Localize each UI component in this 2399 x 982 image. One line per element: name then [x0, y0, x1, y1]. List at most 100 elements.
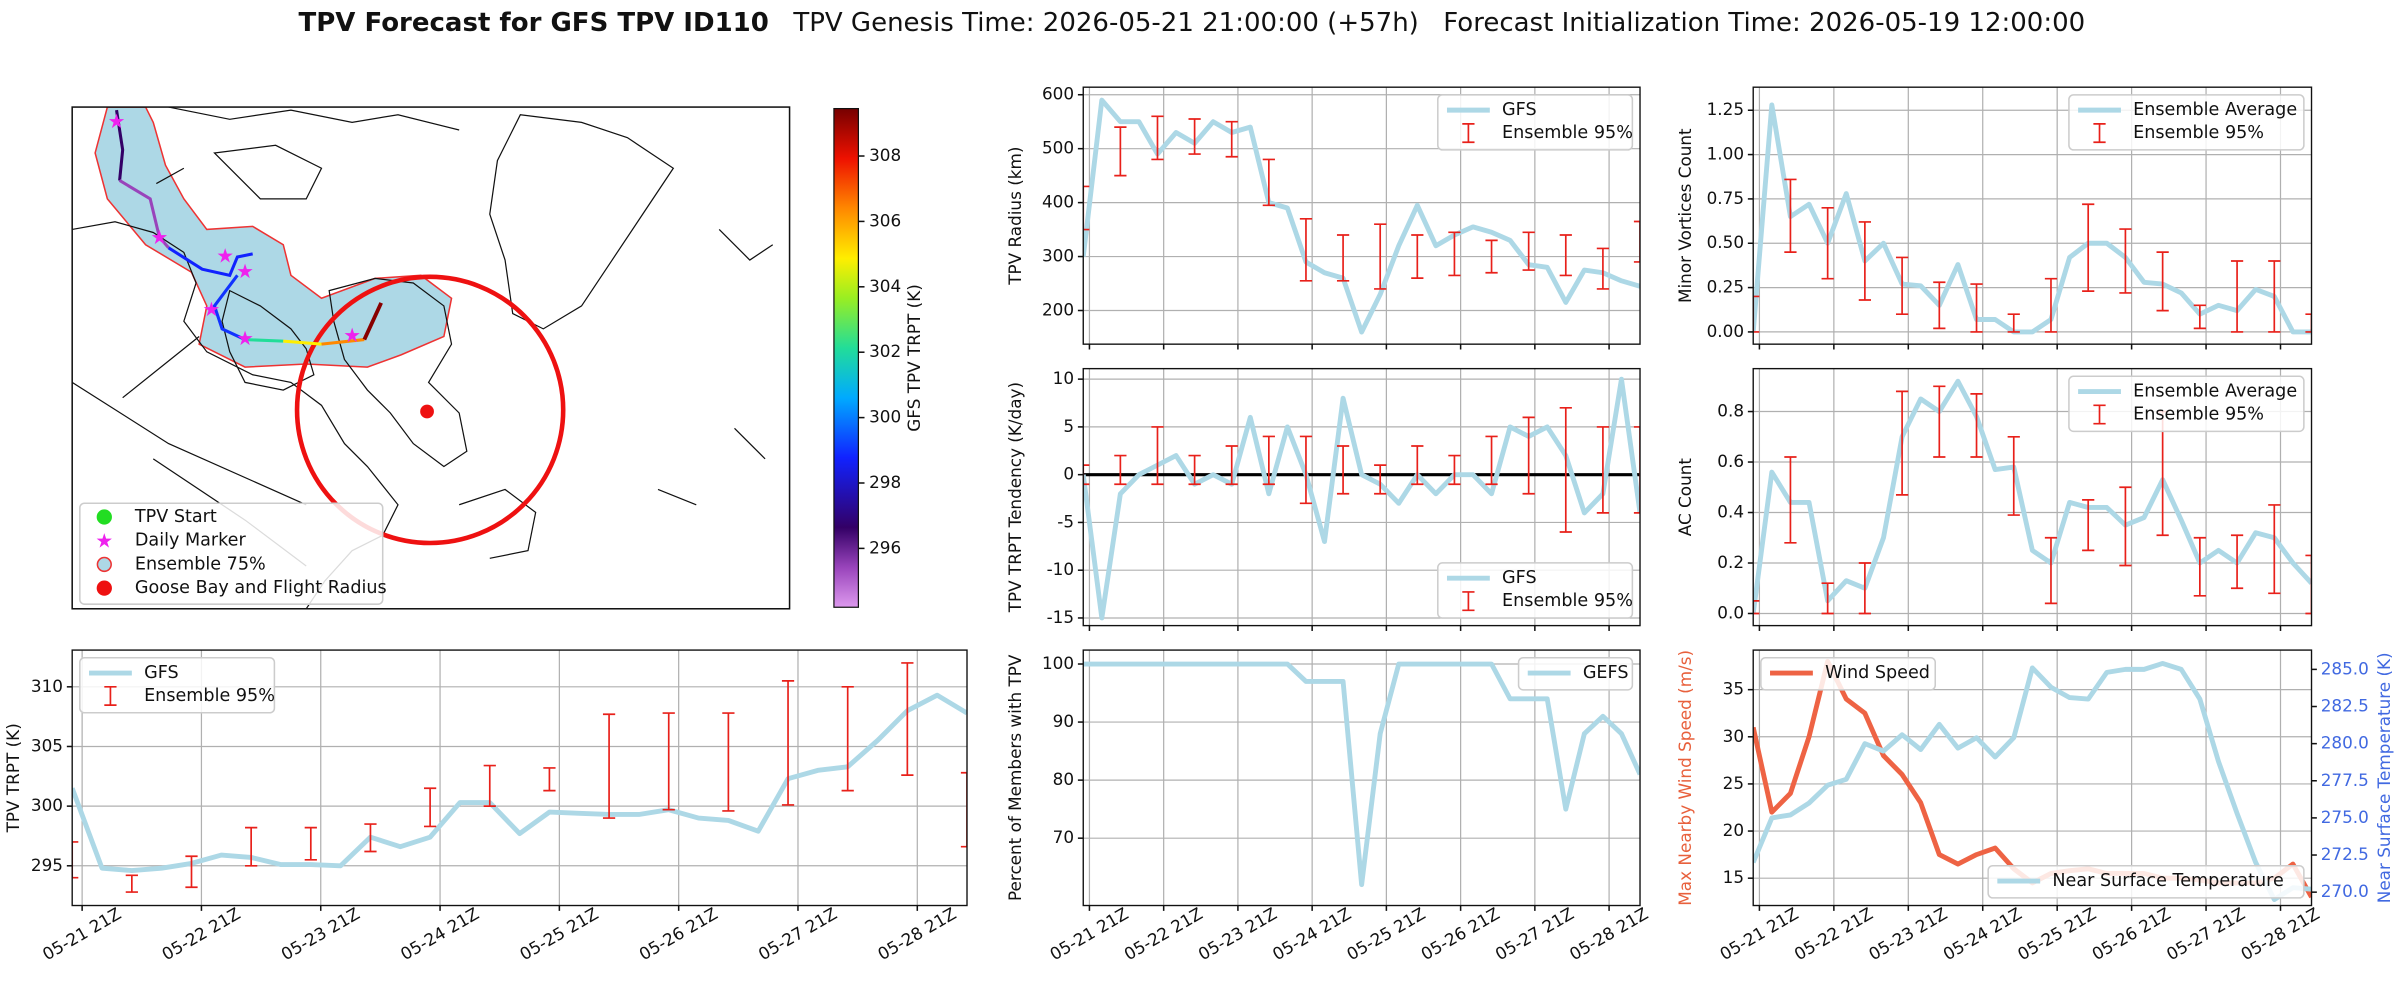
y-tick-label: 300	[31, 795, 63, 815]
track	[283, 339, 322, 346]
error-bar	[245, 826, 258, 867]
y-tick-label: 0.4	[1717, 502, 1744, 522]
error-bar	[2007, 313, 2020, 333]
error-bar	[1970, 393, 1983, 458]
colorbar-tick-label: 306	[869, 210, 901, 230]
error-bar	[2156, 251, 2169, 312]
legend-box	[2068, 94, 2305, 151]
error-bar	[722, 712, 735, 812]
x-tick-label: 05-26 21Z	[2088, 903, 2173, 964]
y-tick-label: 30	[1723, 726, 1744, 746]
x-tick-label: 05-22 21Z	[1791, 903, 1876, 964]
plot-frame	[1082, 367, 1641, 627]
colorbar-tick-label: 302	[869, 341, 901, 361]
legend-label: Ensemble Average	[2133, 100, 2297, 120]
y-tick-label: 400	[1042, 192, 1074, 212]
error-bar	[901, 662, 914, 776]
series-line	[1753, 660, 2312, 903]
y-tick-label: 1.00	[1707, 144, 1744, 164]
legend-label: Ensemble 75%	[135, 554, 266, 574]
x-tick-label: 05-25 21Z	[516, 903, 601, 964]
plot-frame	[1752, 86, 2313, 345]
x-tick-label: 05-27 21Z	[1492, 903, 1577, 964]
legend-label: Daily Marker	[135, 531, 247, 551]
y-tick-label: 80	[1053, 769, 1074, 789]
daily-marker: ★	[343, 324, 361, 347]
y-tick-label: 0.25	[1707, 277, 1744, 297]
error-bar	[960, 771, 968, 848]
panel: 0.00 0.25 0.50 0.75 1.00 1.25 Minor Vortices C…	[1675, 86, 2313, 350]
y-tick-label: 25	[1723, 773, 1744, 793]
y-tick-label: 20	[1723, 820, 1744, 840]
track	[118, 179, 170, 249]
error-bar	[1858, 221, 1871, 301]
legend-label: Ensemble 95%	[1502, 123, 1633, 143]
series-line	[1083, 97, 1641, 335]
legend-marker	[96, 556, 112, 573]
x-tick-label: 05-27 21Z	[755, 903, 840, 964]
legend-label: Near Surface Temperature	[2052, 871, 2283, 891]
x-tick-label: 05-26 21Z	[1417, 903, 1502, 964]
title-main: TPV Forecast for GFS TPV ID110	[299, 7, 769, 37]
error-bar	[1596, 247, 1610, 290]
y2-tick-label: 275.0	[2321, 807, 2369, 827]
error-bar	[1522, 416, 1535, 495]
y-tick-label: 295	[31, 855, 63, 875]
error-bar	[1114, 454, 1127, 486]
error-bar	[1411, 234, 1424, 279]
y-tick-label: 0	[1063, 464, 1074, 484]
colorbar	[833, 107, 860, 608]
y-tick-label: 600	[1042, 84, 1074, 104]
y2-tick-label: 270.0	[2321, 881, 2369, 901]
y-tick-label: 200	[1042, 300, 1074, 320]
colorbar-tick-label: 308	[869, 145, 901, 165]
error-bar	[423, 787, 437, 828]
error-bar	[125, 874, 138, 893]
x-tick-label: 05-22 21Z	[158, 903, 243, 964]
colorbar-tick-label: 304	[869, 276, 901, 296]
plot-content	[1083, 376, 1641, 621]
error-bar	[1895, 256, 1909, 316]
x-tick-label: 05-23 21Z	[1195, 903, 1280, 964]
error-bar	[1151, 426, 1164, 486]
x-tick-label: 05-28 21Z	[874, 903, 959, 964]
y-tick-label: 0.50	[1707, 232, 1744, 252]
legend-label: GFS	[1502, 100, 1537, 120]
error-bar	[2119, 228, 2132, 294]
series-line	[1083, 661, 1641, 888]
y2-tick-label: 277.5	[2321, 770, 2369, 790]
error-bar	[1374, 464, 1387, 495]
y-tick-label: 0.2	[1717, 552, 1744, 572]
y2-axis-label: Near Surface Temperature (K)	[2374, 652, 2394, 903]
series-line	[1083, 376, 1641, 621]
y-tick-label: 1.25	[1707, 99, 1744, 119]
panel: 0.0 0.2 0.4 0.6 0.8 AC Count Ensemble Average E…	[1675, 367, 2313, 631]
x-tick-label: 05-24 21Z	[397, 903, 482, 964]
colorbar-tick-label: 298	[869, 472, 901, 492]
daily-markers: ★ ★ ★ ★ ★ ★ ★	[108, 110, 361, 350]
error-bar	[841, 685, 854, 792]
error-bar	[2044, 536, 2058, 605]
x-tick-label: 05-21 21Z	[1716, 903, 1801, 964]
legend-label: GEFS	[1583, 663, 1629, 683]
daily-marker: ★	[236, 260, 254, 283]
error-bar	[1858, 562, 1871, 615]
legend-box	[1760, 656, 1936, 691]
x-tick-label: 05-28 21Z	[2237, 903, 2322, 964]
y-tick-label: 0.75	[1707, 188, 1744, 208]
error-bar	[1522, 231, 1535, 271]
y2-tick-label: 280.0	[2321, 733, 2369, 753]
error-bar	[2082, 203, 2095, 292]
error-bar	[1225, 445, 1238, 486]
y2-tick-label: 272.5	[2321, 844, 2369, 864]
coastline	[156, 107, 460, 200]
y-axis-label: TPV TRPT (K)	[3, 723, 23, 833]
error-bar	[1784, 456, 1797, 544]
plot-frame	[1752, 649, 2313, 907]
track	[212, 274, 246, 341]
track	[362, 302, 383, 341]
error-bar	[2193, 304, 2206, 330]
error-bar	[1188, 454, 1201, 486]
